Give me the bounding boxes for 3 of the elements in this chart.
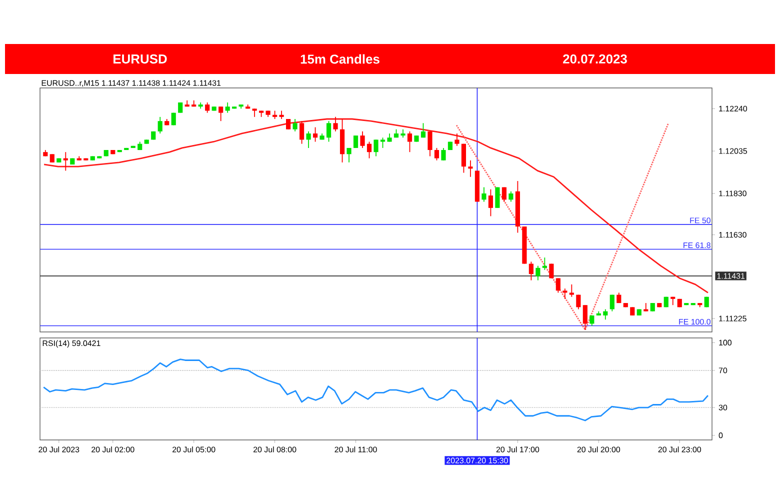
chart-subtitle: 15m Candles <box>300 54 380 64</box>
text: 20.07.2023 <box>563 54 627 64</box>
chart-title: EURUSD <box>114 54 167 64</box>
